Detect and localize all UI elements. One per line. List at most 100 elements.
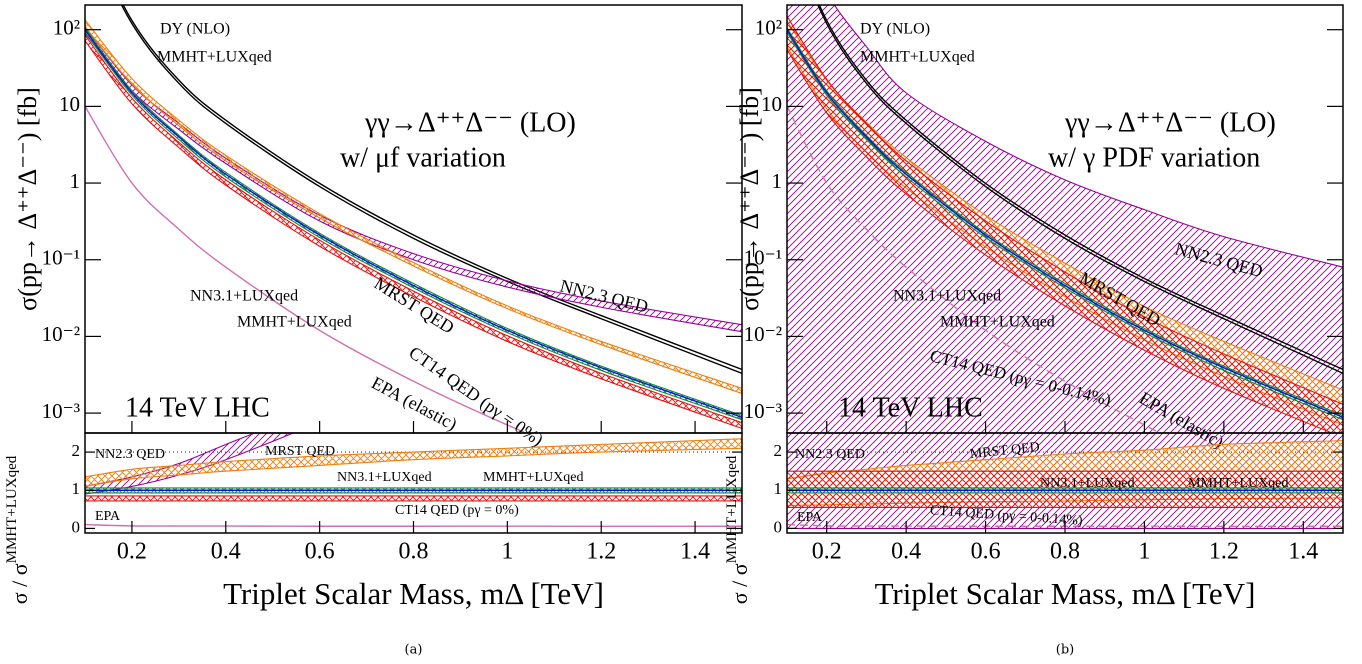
series-label: NN3.1+LUXqed — [893, 288, 1001, 305]
y-tick-label: 10⁻² — [42, 322, 80, 346]
band-fill — [85, 19, 742, 394]
series-label: MMHT+LUXqed — [483, 470, 583, 485]
annotation: MMHT+LUXqed — [157, 49, 272, 66]
y-tick-label: 1 — [70, 169, 81, 193]
y-tick-label: 10⁻¹ — [42, 246, 80, 270]
y-tick-label: 10⁻³ — [744, 399, 782, 423]
series-label: CT14 QED (pγ = 0%) — [395, 503, 519, 518]
x-tick-label: 0.4 — [891, 539, 921, 565]
band-edge — [120, 5, 742, 374]
y-tick-label: 0 — [774, 517, 783, 536]
series-line — [85, 29, 742, 419]
band-edge — [85, 40, 742, 429]
band-edge — [787, 49, 1334, 433]
series-label: CT14 QED (pγ = 0%) — [405, 342, 547, 450]
y-tick-label: 10⁻² — [744, 322, 782, 346]
x-tick-label: 1 — [501, 539, 513, 565]
series-line — [787, 523, 1343, 527]
band-fill — [85, 433, 294, 495]
x-tick-label: 1.4 — [1288, 539, 1318, 565]
band-edge — [85, 26, 742, 326]
band-edge — [817, 5, 1343, 374]
x-tick-label: 0.2 — [812, 539, 842, 565]
y-axis-title-sup: MMHT+LUXqed — [4, 455, 20, 563]
series-label: MRST QED — [371, 273, 458, 338]
band-fill — [85, 495, 742, 501]
y-tick-label: 0 — [72, 517, 81, 536]
series-label: DY (NLO) — [860, 21, 930, 38]
x-tick-label: 0.8 — [1050, 539, 1080, 565]
y-axis-title-main: σ / σ — [727, 563, 752, 604]
y-axis-title-sup: MMHT+LUXqed — [724, 455, 740, 563]
band-edge — [85, 32, 742, 333]
annotation: w/ μf variation — [340, 142, 506, 173]
x-tick-label: 0.6 — [971, 539, 1001, 565]
band-edge — [85, 447, 742, 487]
y-tick-label: 10 — [59, 92, 80, 116]
band-fill — [85, 438, 742, 487]
band-edge — [85, 438, 742, 478]
series-line — [85, 106, 528, 433]
annotation: γγ→Δ⁺⁺Δ⁻⁻ (LO) — [1064, 107, 1276, 138]
x-tick-label: 1 — [1138, 539, 1150, 565]
y-tick-label: 1 — [774, 479, 783, 498]
x-tick-label: 1.2 — [1209, 539, 1239, 565]
y-tick-label: 2 — [72, 441, 81, 460]
series-label: NN3.1+LUXqed — [190, 288, 298, 305]
band-edge — [85, 26, 742, 395]
series-label: MMHT+LUXqed — [940, 314, 1055, 331]
band-fill — [787, 16, 1343, 433]
band-fill — [85, 35, 742, 429]
plot-area — [85, 5, 742, 433]
x-tick-label: 0.4 — [211, 539, 241, 565]
y-axis-title: σ(pp→ Δ⁺⁺Δ⁻⁻) [fb] — [735, 87, 764, 311]
series-label: MMHT+LUXqed — [1188, 476, 1288, 491]
y-tick-label: 1 — [772, 169, 783, 193]
y-tick-label: 10² — [755, 16, 782, 40]
series-label: NN3.1+LUXqed — [1040, 476, 1135, 491]
series-label: NN3.1+LUXqed — [337, 470, 432, 485]
plot-area — [787, 433, 1343, 529]
annotation: MMHT+LUXqed — [860, 49, 975, 66]
band-edge — [85, 31, 742, 421]
series-line — [787, 106, 1162, 433]
x-tick-label: 1.4 — [680, 539, 710, 565]
series-label: MMHT+LUXqed — [237, 314, 352, 331]
caption: (b) — [1056, 643, 1074, 658]
band-edge — [85, 27, 742, 417]
x-tick-label: 0.6 — [305, 539, 335, 565]
x-tick-label: 0.2 — [117, 539, 147, 565]
series-label: DY (NLO) — [160, 21, 230, 38]
y-tick-label: 1 — [72, 479, 81, 498]
band-edge — [818, 5, 1343, 371]
x-axis-title: Triplet Scalar Mass, mΔ [TeV] — [223, 576, 604, 611]
band-edge — [85, 19, 742, 389]
series-label: MRST QED — [969, 440, 1040, 462]
band-edge — [122, 5, 742, 371]
series-line — [787, 29, 1343, 418]
band-edge — [787, 15, 1343, 405]
annotation: w/ γ PDF variation — [1048, 142, 1260, 173]
y-axis-title: σ / σMMHT+LUXqed — [4, 455, 32, 604]
caption: (a) — [405, 643, 423, 658]
plot-area — [787, 5, 1343, 433]
y-tick-label: 2 — [774, 441, 783, 460]
band-edge — [787, 27, 1343, 417]
series-label: NN2.3 QED — [795, 447, 865, 462]
band-edge — [787, 31, 1343, 421]
y-tick-label: 10² — [53, 16, 80, 40]
series-label: NN2.3 QED — [558, 275, 650, 316]
y-tick-label: 10⁻³ — [42, 399, 80, 423]
y-axis-title-main: σ / σ — [7, 563, 32, 604]
band-edge — [85, 34, 742, 424]
x-tick-label: 1.2 — [586, 539, 616, 565]
y-tick-label: 10⁻¹ — [744, 246, 782, 270]
band-edge — [833, 5, 1343, 268]
plot-frame — [84, 4, 743, 434]
annotation: γγ→Δ⁺⁺Δ⁻⁻ (LO) — [364, 107, 576, 138]
x-tick-label: 0.8 — [399, 539, 429, 565]
x-axis-title: Triplet Scalar Mass, mΔ [TeV] — [875, 576, 1256, 611]
annotation: 14 TeV LHC — [125, 392, 270, 423]
plot-area — [85, 433, 742, 527]
